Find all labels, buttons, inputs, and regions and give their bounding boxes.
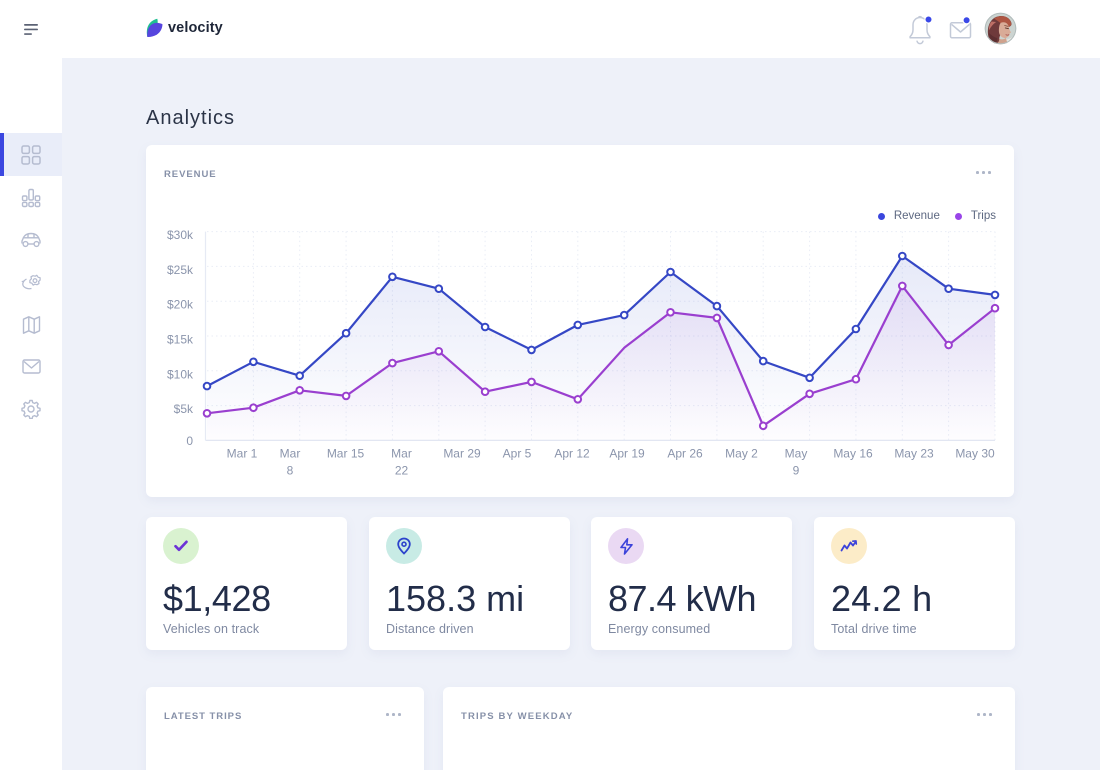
svg-text:Mar 1: Mar 1: [227, 447, 258, 461]
svg-text:Mar 29: Mar 29: [443, 447, 481, 461]
svg-text:9: 9: [793, 464, 800, 478]
svg-text:May 2: May 2: [725, 447, 758, 461]
svg-text:Apr 26: Apr 26: [667, 447, 703, 461]
svg-text:8: 8: [287, 464, 294, 478]
svg-text:Mar 15: Mar 15: [327, 447, 365, 461]
svg-text:May 30: May 30: [955, 447, 995, 461]
svg-text:22: 22: [395, 464, 409, 478]
svg-text:$30k: $30k: [167, 228, 194, 242]
svg-text:$15k: $15k: [167, 333, 194, 347]
svg-text:$10k: $10k: [167, 367, 194, 381]
svg-text:Apr 19: Apr 19: [609, 447, 645, 461]
svg-text:$5k: $5k: [174, 402, 194, 416]
svg-text:May 16: May 16: [833, 447, 873, 461]
svg-text:Mar: Mar: [280, 447, 301, 461]
svg-text:0: 0: [186, 434, 193, 448]
svg-text:May: May: [785, 447, 808, 461]
svg-text:Apr 5: Apr 5: [503, 447, 532, 461]
svg-text:$20k: $20k: [167, 298, 194, 312]
svg-text:$25k: $25k: [167, 263, 194, 277]
svg-text:Apr 12: Apr 12: [554, 447, 590, 461]
svg-text:Mar: Mar: [391, 447, 412, 461]
svg-text:May 23: May 23: [894, 447, 934, 461]
